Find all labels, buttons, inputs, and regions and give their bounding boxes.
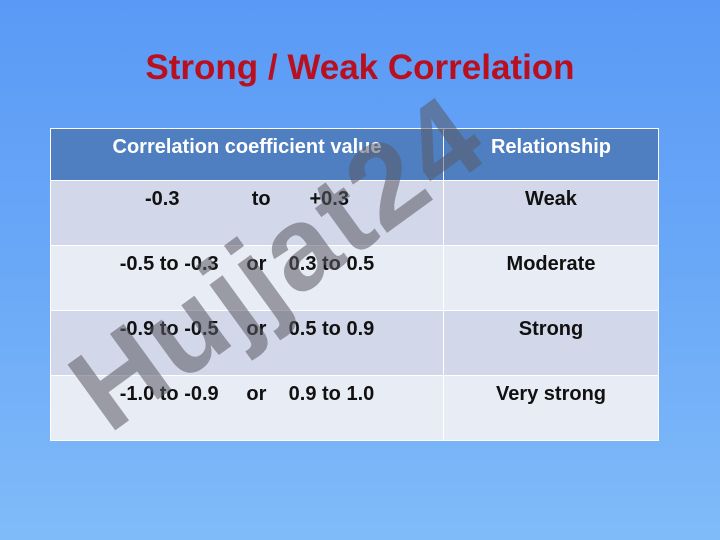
coefficient-cell: -1.0 to -0.9 or 0.9 to 1.0 <box>50 375 444 441</box>
coefficient-cell: -0.9 to -0.5 or 0.5 to 0.9 <box>50 310 444 376</box>
coefficient-cell: -0.3 to +0.3 <box>50 180 444 246</box>
relationship-cell: Very strong <box>443 375 659 441</box>
coefficient-cell: -0.5 to -0.3 or 0.3 to 0.5 <box>50 245 444 311</box>
header-cell: Relationship <box>443 128 659 181</box>
table-row: -0.3 to +0.3 Weak <box>50 180 659 246</box>
relationship-cell: Moderate <box>443 245 659 311</box>
slide-title: Strong / Weak Correlation <box>145 48 575 87</box>
table-row: -1.0 to -0.9 or 0.9 to 1.0 Very strong <box>50 375 659 441</box>
correlation-table: Correlation coefficient value Relationsh… <box>50 128 659 441</box>
relationship-cell: Weak <box>443 180 659 246</box>
table-row: -0.5 to -0.3 or 0.3 to 0.5 Moderate <box>50 245 659 311</box>
header-cell: Correlation coefficient value <box>50 128 444 181</box>
table-row: -0.9 to -0.5 or 0.5 to 0.9 Strong <box>50 310 659 376</box>
relationship-cell: Strong <box>443 310 659 376</box>
header-row: Correlation coefficient value Relationsh… <box>50 128 659 181</box>
